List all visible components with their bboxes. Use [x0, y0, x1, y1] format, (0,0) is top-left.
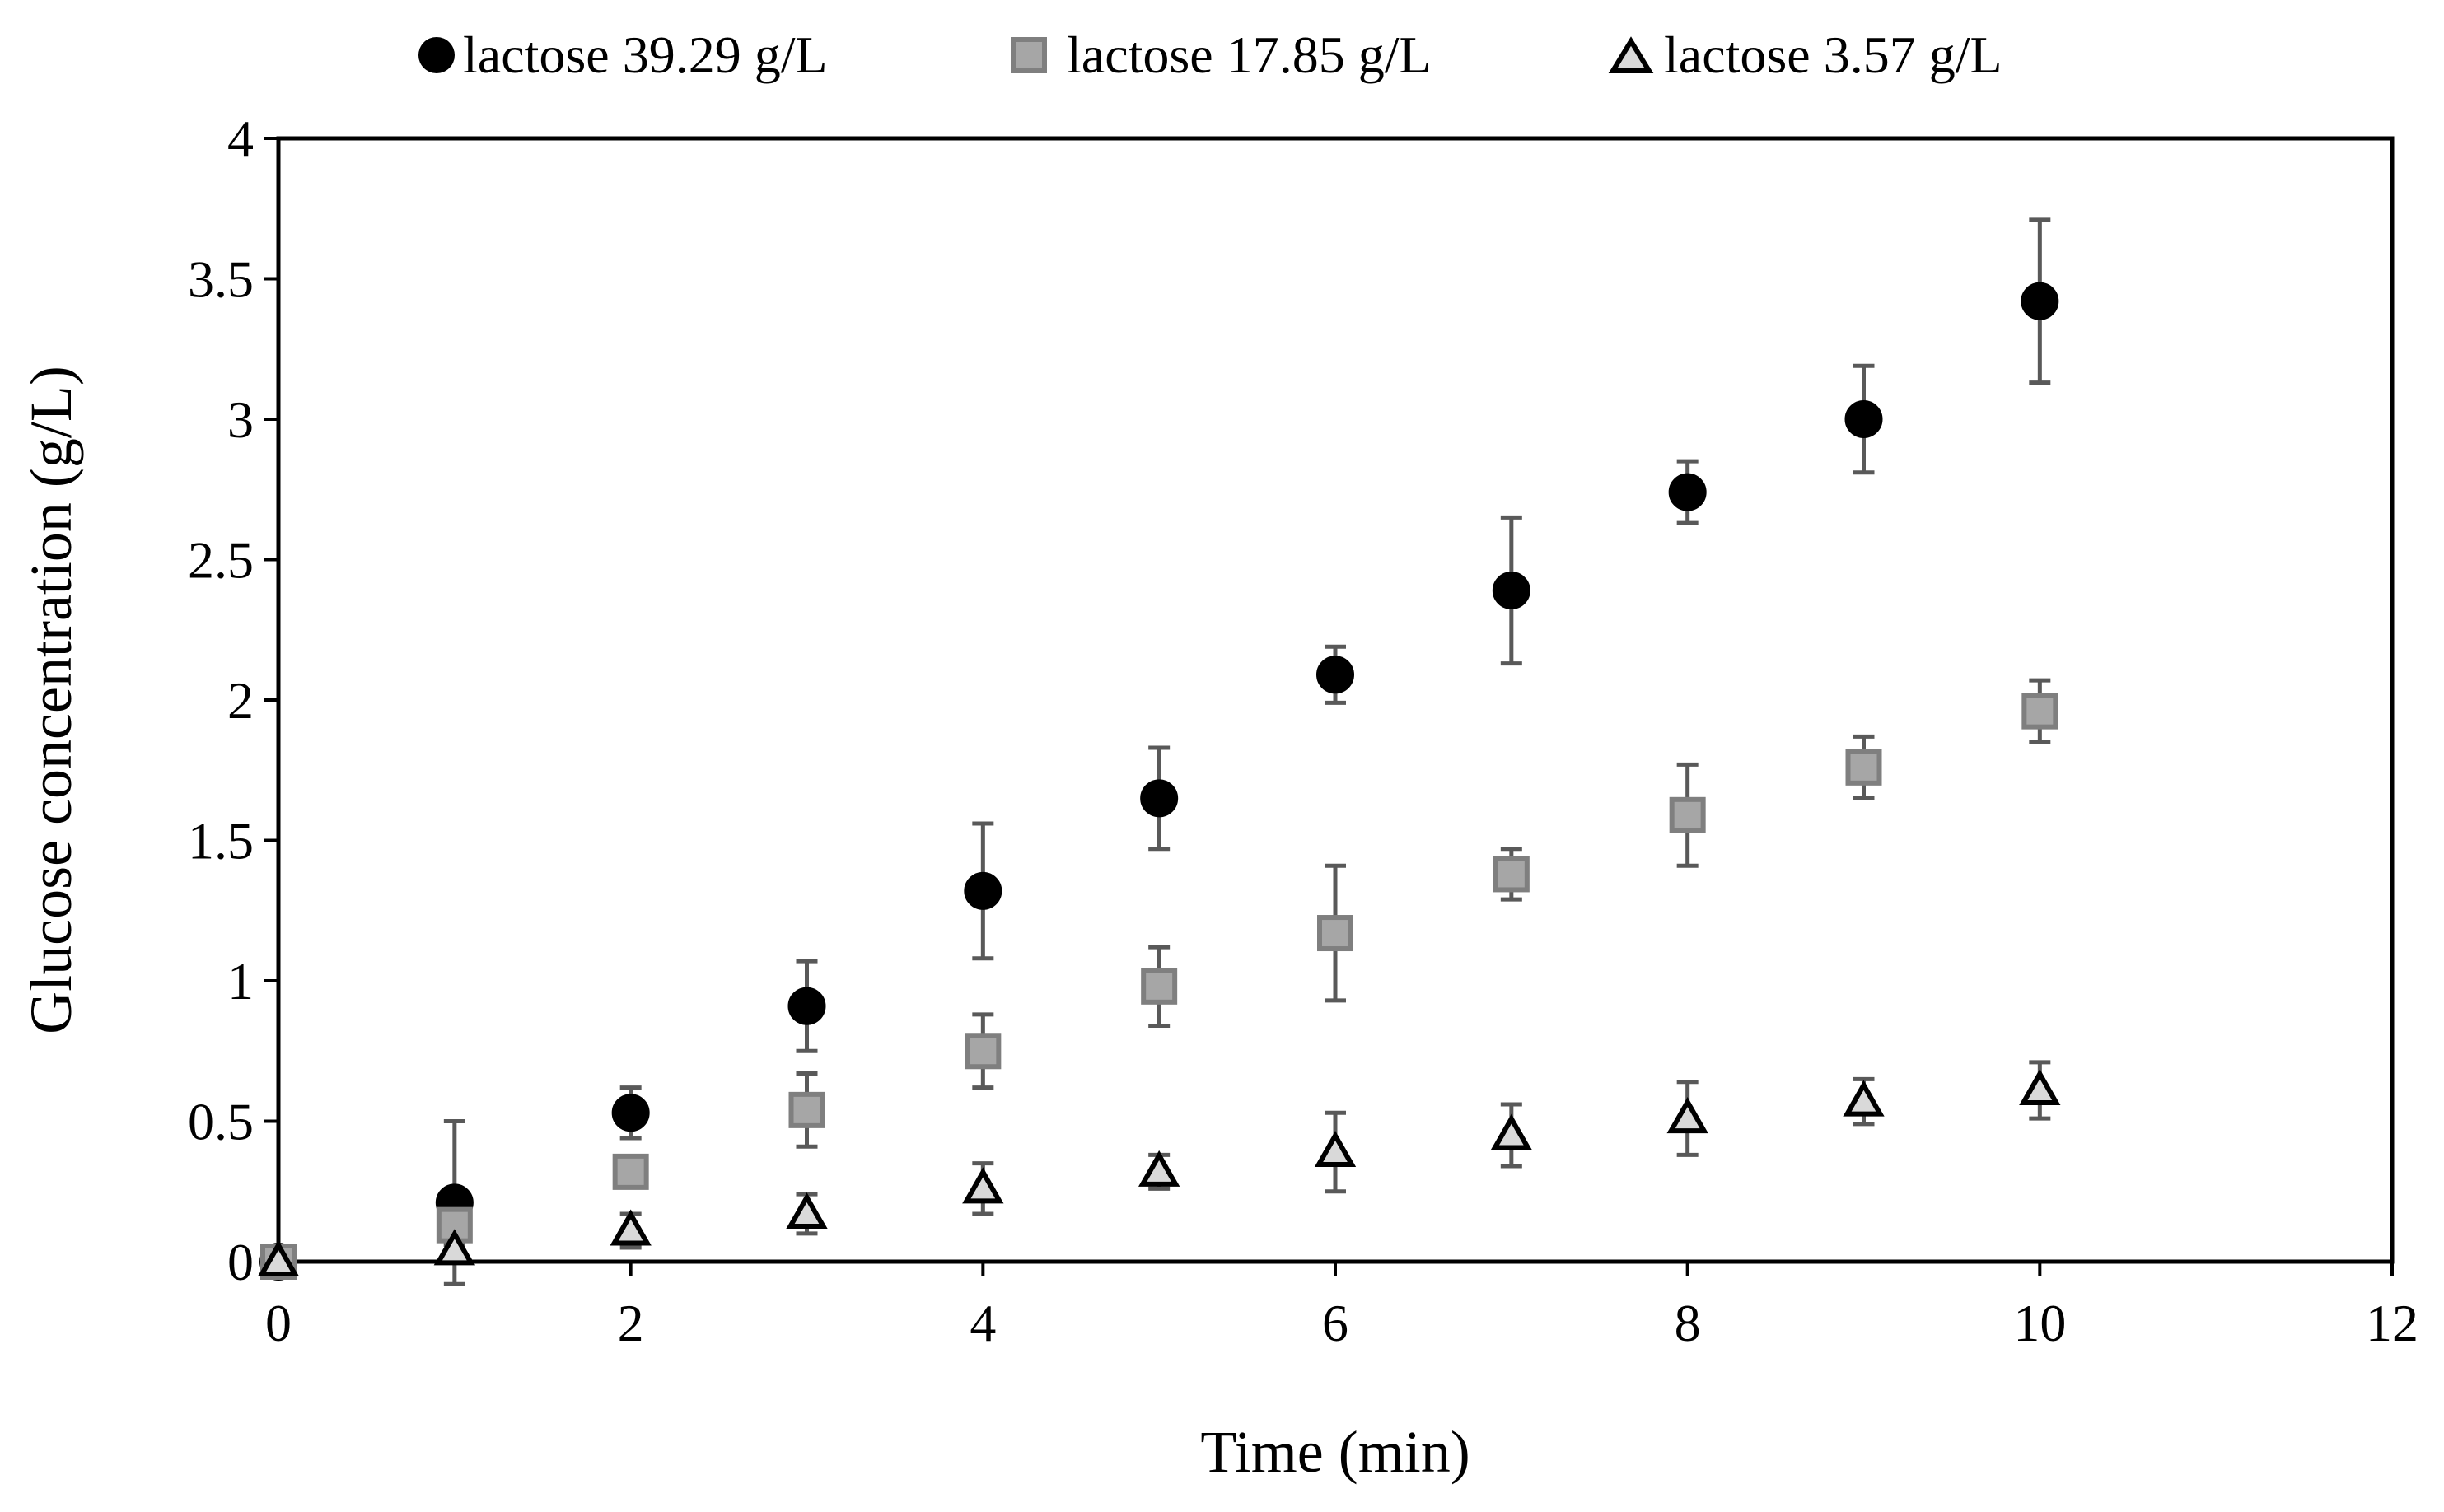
- data-point-triangle: [786, 1192, 828, 1230]
- y-tick-label: 2.5: [188, 531, 254, 590]
- legend-label-2: lactose 17.85 g/L: [1067, 26, 1432, 84]
- y-tick-label: 0: [227, 1233, 254, 1291]
- legend-marker-square: [1011, 37, 1047, 73]
- x-tick-label: 6: [1322, 1294, 1348, 1352]
- y-tick-label: 3.5: [188, 250, 254, 309]
- legend-marker-triangle: [1608, 36, 1654, 73]
- legend-marker-circle: [418, 37, 455, 73]
- data-point-square: [788, 1091, 825, 1128]
- x-tick-label: 0: [265, 1294, 292, 1352]
- data-point-circle: [2021, 282, 2059, 320]
- data-point-square: [965, 1033, 1002, 1070]
- x-tick-label: 12: [2366, 1294, 2418, 1352]
- y-tick-label: 0.5: [188, 1093, 254, 1151]
- data-point-triangle: [2019, 1068, 2061, 1105]
- data-point-square: [1845, 749, 1882, 786]
- data-point-triangle: [1138, 1150, 1180, 1187]
- y-axis: 0 0.5 1 1.5 2 2.5 3 3.5 4: [188, 110, 278, 1291]
- data-point-square: [1141, 968, 1178, 1005]
- y-tick-label: 3: [227, 390, 254, 449]
- data-point-circle: [1844, 400, 1883, 438]
- legend-item-2: lactose 17.85 g/L: [1011, 26, 1432, 84]
- data-point-circle: [1140, 779, 1179, 818]
- y-tick-label: 1.5: [188, 812, 254, 870]
- data-markers: [257, 282, 2061, 1281]
- data-point-triangle: [1490, 1113, 1533, 1150]
- data-point-square: [1493, 856, 1530, 893]
- data-point-circle: [611, 1094, 650, 1132]
- data-point-triangle: [1843, 1080, 1885, 1117]
- data-point-circle: [1316, 656, 1354, 694]
- data-point-triangle: [433, 1229, 476, 1266]
- data-point-triangle: [1666, 1097, 1708, 1134]
- data-point-triangle: [610, 1209, 652, 1246]
- data-point-square: [1317, 915, 1353, 952]
- legend: lactose 39.29 g/L lactose 17.85 g/L lact…: [418, 26, 2002, 84]
- x-axis: 0 2 4 6 8 10 12: [265, 1262, 2418, 1352]
- data-point-square: [612, 1153, 649, 1190]
- data-point-triangle: [962, 1167, 1004, 1204]
- data-point-circle: [1668, 473, 1707, 511]
- x-tick-label: 8: [1675, 1294, 1701, 1352]
- y-tick-label: 2: [227, 671, 254, 730]
- data-point-square: [2021, 693, 2058, 730]
- legend-label-3: lactose 3.57 g/L: [1664, 26, 2002, 84]
- data-point-triangle: [1314, 1130, 1357, 1168]
- y-tick-label: 4: [227, 110, 254, 168]
- legend-item-3: lactose 3.57 g/L: [1608, 26, 2002, 84]
- x-axis-title: Time (min): [1200, 1419, 1470, 1485]
- data-point-square: [1669, 796, 1706, 833]
- x-tick-label: 10: [2013, 1294, 2066, 1352]
- y-axis-title: Glucose concentration (g/L): [18, 366, 84, 1034]
- data-point-circle: [964, 871, 1002, 910]
- y-tick-label: 1: [227, 952, 254, 1010]
- data-point-circle: [787, 987, 826, 1025]
- data-point-circle: [1492, 572, 1530, 610]
- data-point-triangle: [257, 1239, 300, 1276]
- legend-label-1: lactose 39.29 g/L: [463, 26, 828, 84]
- x-tick-label: 2: [618, 1294, 644, 1352]
- legend-item-1: lactose 39.29 g/L: [418, 26, 828, 84]
- x-tick-label: 4: [970, 1294, 996, 1352]
